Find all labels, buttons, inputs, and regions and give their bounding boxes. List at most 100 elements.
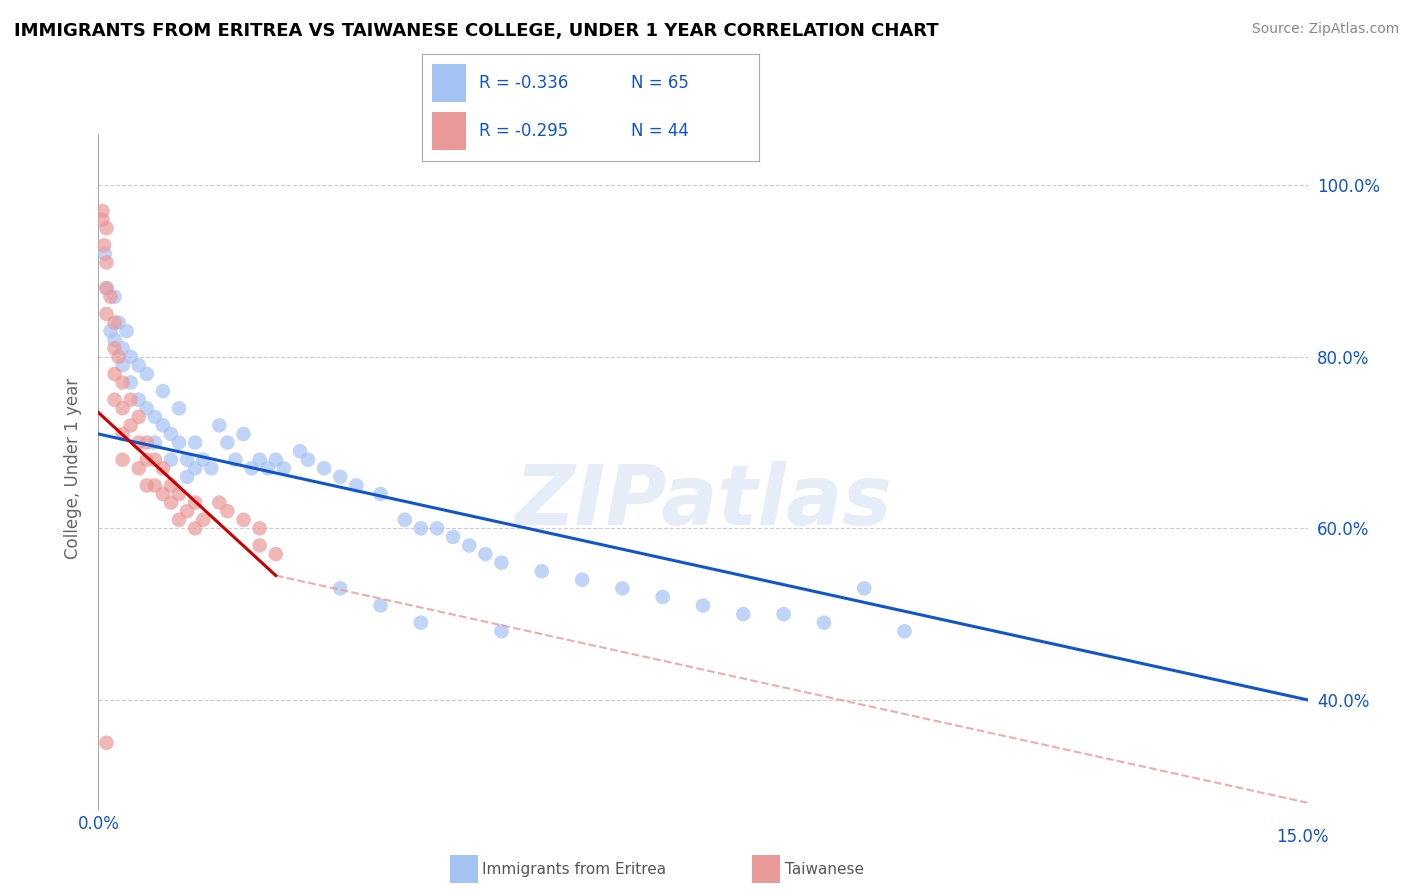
Point: [111, 376, 134, 390]
Bar: [432, 64, 465, 102]
Point: [409, 615, 432, 630]
Point: [135, 401, 157, 416]
Point: [394, 513, 416, 527]
Point: [103, 367, 125, 381]
Point: [120, 418, 142, 433]
Point: [96, 221, 118, 235]
Point: [135, 435, 157, 450]
Point: [96, 281, 118, 295]
Point: [692, 599, 714, 613]
Point: [733, 607, 755, 621]
Point: [474, 547, 496, 561]
Point: [344, 478, 367, 492]
Text: IMMIGRANTS FROM ERITREA VS TAIWANESE COLLEGE, UNDER 1 YEAR CORRELATION CHART: IMMIGRANTS FROM ERITREA VS TAIWANESE COL…: [14, 22, 939, 40]
Point: [167, 487, 190, 501]
Point: [103, 341, 125, 355]
Point: [458, 539, 481, 553]
Point: [135, 452, 157, 467]
Point: [409, 521, 432, 535]
Point: [893, 624, 915, 639]
Point: [240, 461, 263, 475]
Text: 15.0%: 15.0%: [1277, 828, 1329, 846]
Point: [91, 204, 114, 219]
Point: [143, 409, 166, 424]
Point: [176, 452, 198, 467]
Point: [93, 238, 115, 252]
Point: [264, 452, 287, 467]
Point: [115, 324, 138, 338]
Point: [135, 478, 157, 492]
Text: Taiwanese: Taiwanese: [785, 863, 863, 877]
Point: [193, 513, 215, 527]
Point: [184, 435, 207, 450]
Point: [107, 316, 129, 330]
Point: [184, 461, 207, 475]
Point: [96, 736, 118, 750]
Point: [426, 521, 449, 535]
Point: [94, 247, 117, 261]
Point: [264, 547, 287, 561]
Point: [208, 418, 231, 433]
Point: [135, 367, 157, 381]
Text: Immigrants from Eritrea: Immigrants from Eritrea: [482, 863, 666, 877]
Point: [128, 392, 150, 407]
Point: [200, 461, 222, 475]
Point: [152, 487, 174, 501]
Point: [651, 590, 673, 604]
Point: [91, 212, 114, 227]
Point: [217, 504, 239, 518]
Point: [232, 513, 254, 527]
Point: [370, 487, 392, 501]
Text: R = -0.295: R = -0.295: [479, 122, 568, 140]
Point: [128, 359, 150, 373]
Point: [193, 452, 215, 467]
Point: [152, 418, 174, 433]
Point: [143, 452, 166, 467]
Point: [160, 495, 183, 509]
Point: [314, 461, 336, 475]
Point: [120, 376, 142, 390]
Text: Source: ZipAtlas.com: Source: ZipAtlas.com: [1251, 22, 1399, 37]
Point: [297, 452, 319, 467]
Point: [612, 582, 634, 596]
Point: [152, 461, 174, 475]
Point: [120, 392, 142, 407]
Point: [184, 521, 207, 535]
Point: [111, 401, 134, 416]
Point: [224, 452, 246, 467]
Point: [273, 461, 295, 475]
Text: ZIPatlas: ZIPatlas: [515, 461, 891, 542]
Point: [160, 478, 183, 492]
Point: [160, 452, 183, 467]
Point: [571, 573, 593, 587]
Point: [167, 435, 190, 450]
Point: [103, 333, 125, 347]
Point: [249, 539, 271, 553]
Point: [329, 582, 352, 596]
Y-axis label: College, Under 1 year: College, Under 1 year: [65, 377, 83, 559]
Point: [176, 504, 198, 518]
Point: [853, 582, 876, 596]
Point: [107, 350, 129, 364]
Point: [491, 624, 513, 639]
Point: [329, 470, 352, 484]
Point: [249, 452, 271, 467]
Bar: [432, 112, 465, 150]
Point: [128, 461, 150, 475]
Text: N = 65: N = 65: [631, 74, 689, 92]
Point: [103, 290, 125, 304]
Point: [167, 401, 190, 416]
Point: [530, 564, 553, 578]
Point: [217, 435, 239, 450]
Point: [370, 599, 392, 613]
Point: [813, 615, 835, 630]
Point: [772, 607, 794, 621]
Point: [176, 470, 198, 484]
Point: [96, 255, 118, 269]
Point: [100, 290, 122, 304]
Point: [256, 461, 278, 475]
Point: [96, 281, 118, 295]
Point: [111, 341, 134, 355]
Text: N = 44: N = 44: [631, 122, 689, 140]
Point: [160, 427, 183, 442]
